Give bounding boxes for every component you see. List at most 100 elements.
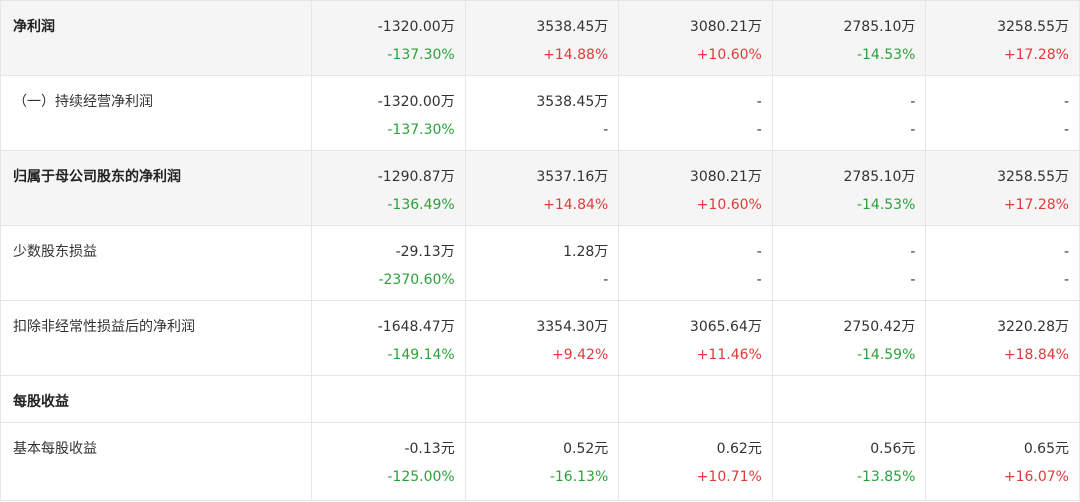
value: -0.13元	[404, 441, 455, 457]
change: -	[910, 122, 916, 138]
value-cell: 0.65元 +16.07%	[925, 422, 1080, 501]
value: 0.52元	[563, 441, 609, 457]
value: -1320.00万	[377, 19, 455, 35]
value-cell: --	[771, 75, 927, 151]
value: 3354.30万	[536, 319, 609, 335]
value-cell: 3220.28万 +18.84%	[925, 300, 1080, 376]
value-cell: 3538.45万 +14.88%	[464, 0, 620, 76]
value-cell: 3354.30万 +9.42%	[464, 300, 620, 376]
value: 0.65元	[1023, 441, 1069, 457]
value-cell: 3258.55万 +17.28%	[925, 0, 1080, 76]
value: 3220.28万	[997, 319, 1069, 335]
value: 2785.10万	[843, 169, 916, 185]
value-cell: --	[618, 225, 773, 301]
row-label: （一）持续经营净利润	[13, 94, 153, 110]
table-row-basic-eps: 基本每股收益 -0.13元 -125.00% 0.52元 -16.13% 0.62元…	[0, 422, 1080, 501]
change: -	[1063, 122, 1069, 138]
empty-cell	[925, 375, 1080, 423]
value-cell: -29.13万 -2370.60%	[311, 225, 466, 301]
table-row-net-profit: 净利润 -1320.00万 -137.30% 3538.45万 +14.88% 30…	[0, 0, 1080, 76]
value: -1320.00万	[377, 94, 455, 110]
value: 0.56元	[870, 441, 916, 457]
value-cell: -0.13元 -125.00%	[311, 422, 466, 501]
row-label-cell: 每股收益	[0, 375, 313, 423]
change: -14.59%	[856, 347, 916, 363]
empty-cell	[464, 375, 620, 423]
value-cell: 0.52元 -16.13%	[464, 422, 620, 501]
value-cell: -1320.00万 -137.30%	[311, 0, 466, 76]
row-label: 归属于母公司股东的净利润	[13, 169, 181, 185]
change: +11.46%	[696, 347, 762, 363]
value-cell: 1.28万 -	[464, 225, 620, 301]
row-label-cell: 扣除非经常性损益后的净利润	[0, 300, 313, 376]
value: 3538.45万	[536, 94, 609, 110]
empty-cell	[618, 375, 773, 423]
change: -137.30%	[387, 122, 455, 138]
change: -149.14%	[387, 347, 455, 363]
value-cell: 3080.21万 +10.60%	[618, 150, 773, 226]
row-label-cell: 基本每股收益	[0, 422, 313, 501]
row-label-cell: 归属于母公司股东的净利润	[0, 150, 313, 226]
table-row-continuing-ops-profit: （一）持续经营净利润 -1320.00万 -137.30% 3538.45万 - -…	[0, 75, 1080, 151]
row-label-cell: 少数股东损益	[0, 225, 313, 301]
change: -136.49%	[387, 197, 455, 213]
value-cell: 2785.10万 -14.53%	[771, 150, 927, 226]
value-cell: 2785.10万 -14.53%	[771, 0, 927, 76]
empty-cell	[771, 375, 927, 423]
row-label: 基本每股收益	[13, 441, 97, 457]
section-label: 每股收益	[13, 394, 69, 410]
change: -16.13%	[549, 469, 609, 485]
value-cell: --	[925, 75, 1080, 151]
change: -14.53%	[856, 197, 916, 213]
table-row-deducted-net-profit: 扣除非经常性损益后的净利润 -1648.47万 -149.14% 3354.30万…	[0, 300, 1080, 376]
change: -14.53%	[856, 47, 916, 63]
value: 3258.55万	[997, 169, 1069, 185]
row-label: 扣除非经常性损益后的净利润	[13, 319, 195, 335]
change: +10.71%	[696, 469, 762, 485]
value: 0.62元	[716, 441, 762, 457]
value: 3538.45万	[536, 19, 609, 35]
value: 2785.10万	[843, 19, 916, 35]
change: -	[603, 122, 609, 138]
value: 3080.21万	[689, 19, 762, 35]
table-section-eps: 每股收益	[0, 375, 1080, 423]
value: -29.13万	[395, 244, 455, 260]
value-cell: 0.56元 -13.85%	[771, 422, 927, 501]
change: +16.07%	[1003, 469, 1069, 485]
value-cell: --	[771, 225, 927, 301]
table-row-parent-net-profit: 归属于母公司股东的净利润 -1290.87万 -136.49% 3537.16万 +…	[0, 150, 1080, 226]
change: +10.60%	[696, 47, 762, 63]
change: -	[756, 272, 762, 288]
value-cell: -1320.00万 -137.30%	[311, 75, 466, 151]
value: 2750.42万	[843, 319, 916, 335]
value: 3065.64万	[689, 319, 762, 335]
change: +14.84%	[543, 197, 609, 213]
change: +14.88%	[543, 47, 609, 63]
row-label-cell: 净利润	[0, 0, 313, 76]
value-cell: -1290.87万 -136.49%	[311, 150, 466, 226]
change: -13.85%	[856, 469, 916, 485]
change: +9.42%	[552, 347, 609, 363]
value: -	[756, 244, 762, 260]
row-label-cell: （一）持续经营净利润	[0, 75, 313, 151]
change: +17.28%	[1003, 47, 1069, 63]
change: -	[910, 272, 916, 288]
value: 3258.55万	[997, 19, 1069, 35]
change: -2370.60%	[378, 272, 455, 288]
value: -1648.47万	[377, 319, 455, 335]
change: +18.84%	[1003, 347, 1069, 363]
value: -1290.87万	[377, 169, 455, 185]
value: -	[756, 94, 762, 110]
row-label: 净利润	[13, 19, 55, 35]
value: -	[1063, 94, 1069, 110]
value-cell: 3538.45万 -	[464, 75, 620, 151]
change: -	[603, 272, 609, 288]
value: -	[1063, 244, 1069, 260]
value: 3537.16万	[536, 169, 609, 185]
value-cell: 0.62元 +10.71%	[618, 422, 773, 501]
value-cell: 3080.21万 +10.60%	[618, 0, 773, 76]
value-cell: 3537.16万 +14.84%	[464, 150, 620, 226]
value-cell: 3258.55万 +17.28%	[925, 150, 1080, 226]
value: 1.28万	[563, 244, 609, 260]
